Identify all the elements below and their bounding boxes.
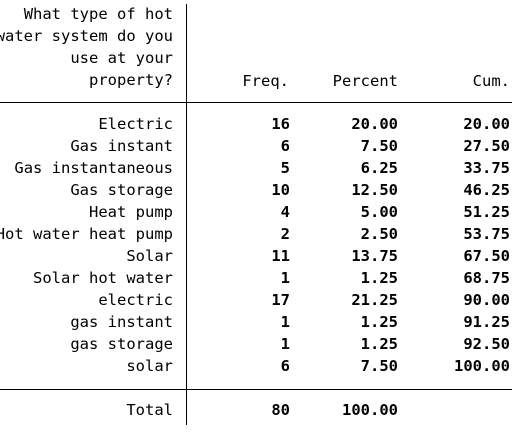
row-freq: 1 — [280, 269, 290, 287]
row-label: Gas instant — [70, 137, 173, 155]
variable-title-line: use at your — [70, 49, 173, 67]
column-header-percent: Percent — [332, 72, 398, 90]
table-row: Solar hot water 1 1.25 68.75 — [0, 267, 526, 289]
row-cum: 92.50 — [463, 335, 510, 353]
row-freq: 6 — [280, 357, 290, 375]
row-percent: 1.25 — [360, 313, 398, 331]
row-percent: 5.00 — [360, 203, 398, 221]
row-label: Gas instantaneous — [14, 159, 173, 177]
column-divider — [186, 390, 187, 425]
row-cum: 20.00 — [463, 115, 510, 133]
table-row: Electric 16 20.00 20.00 — [0, 113, 526, 135]
row-label: Gas storage — [70, 181, 173, 199]
table-row: Solar 11 13.75 67.50 — [0, 245, 526, 267]
column-header-freq: Freq. — [242, 72, 289, 90]
row-label: Solar hot water — [33, 269, 173, 287]
row-cum: 46.25 — [463, 181, 510, 199]
row-cum: 27.50 — [463, 137, 510, 155]
row-cum: 68.75 — [463, 269, 510, 287]
row-label: Electric — [98, 115, 173, 133]
row-percent: 12.50 — [351, 181, 398, 199]
table-row: gas instant 1 1.25 91.25 — [0, 311, 526, 333]
table-row: solar 6 7.50 100.00 — [0, 355, 526, 377]
row-freq: 16 — [271, 115, 290, 133]
row-freq: 4 — [280, 203, 290, 221]
table-row: Hot water heat pump 2 2.50 53.75 — [0, 223, 526, 245]
row-freq: 2 — [280, 225, 290, 243]
row-freq: 1 — [280, 335, 290, 353]
row-percent: 2.50 — [360, 225, 398, 243]
header-rule — [0, 102, 512, 103]
row-freq: 11 — [271, 247, 290, 265]
row-percent: 7.50 — [360, 137, 398, 155]
table-row: Gas storage 10 12.50 46.25 — [0, 179, 526, 201]
row-percent: 21.25 — [351, 291, 398, 309]
row-percent: 13.75 — [351, 247, 398, 265]
row-percent: 1.25 — [360, 335, 398, 353]
total-freq: 80 — [271, 401, 290, 419]
row-percent: 7.50 — [360, 357, 398, 375]
total-rule — [0, 389, 512, 390]
row-percent: 6.25 — [360, 159, 398, 177]
row-label: Heat pump — [89, 203, 173, 221]
row-cum: 33.75 — [463, 159, 510, 177]
row-label: Hot water heat pump — [0, 225, 173, 243]
table-row: Gas instant 6 7.50 27.50 — [0, 135, 526, 157]
row-label: Solar — [126, 247, 173, 265]
variable-title-line: property? — [89, 71, 173, 89]
row-cum: 53.75 — [463, 225, 510, 243]
column-header-cum: Cum. — [472, 72, 510, 90]
column-divider — [186, 103, 187, 390]
row-freq: 6 — [280, 137, 290, 155]
row-label: gas instant — [70, 313, 173, 331]
row-cum: 67.50 — [463, 247, 510, 265]
row-cum: 90.00 — [463, 291, 510, 309]
row-cum: 91.25 — [463, 313, 510, 331]
row-freq: 1 — [280, 313, 290, 331]
row-freq: 17 — [271, 291, 290, 309]
variable-title: What type of hot water system do you use… — [0, 3, 173, 91]
variable-title-line: water system do you — [0, 27, 173, 45]
row-percent: 20.00 — [351, 115, 398, 133]
row-label: solar — [126, 357, 173, 375]
row-freq: 5 — [280, 159, 290, 177]
table-row: Gas instantaneous 5 6.25 33.75 — [0, 157, 526, 179]
table-row: electric 17 21.25 90.00 — [0, 289, 526, 311]
row-percent: 1.25 — [360, 269, 398, 287]
row-label: electric — [98, 291, 173, 309]
row-freq: 10 — [271, 181, 290, 199]
table-row: gas storage 1 1.25 92.50 — [0, 333, 526, 355]
table-row: Heat pump 4 5.00 51.25 — [0, 201, 526, 223]
row-cum: 100.00 — [454, 357, 510, 375]
column-divider — [186, 4, 187, 103]
row-cum: 51.25 — [463, 203, 510, 221]
total-label: Total — [126, 401, 173, 419]
total-row: Total 80 100.00 — [0, 399, 526, 421]
row-label: gas storage — [70, 335, 173, 353]
total-percent: 100.00 — [342, 401, 398, 419]
variable-title-line: What type of hot — [23, 5, 173, 23]
